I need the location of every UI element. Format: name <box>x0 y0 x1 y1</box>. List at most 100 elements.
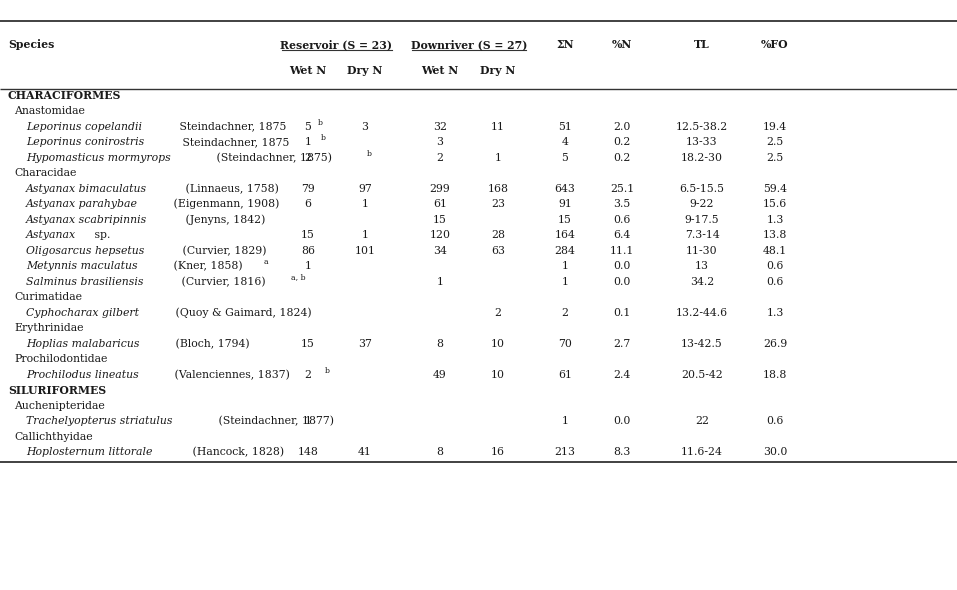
Text: 0.6: 0.6 <box>767 277 784 287</box>
Text: 11.6-24: 11.6-24 <box>681 447 723 457</box>
Text: Astyanax: Astyanax <box>26 230 77 240</box>
Text: (Valenciennes, 1837): (Valenciennes, 1837) <box>171 369 290 380</box>
Text: Astyanax scabripinnis: Astyanax scabripinnis <box>26 215 147 225</box>
Text: Prochilodontidae: Prochilodontidae <box>14 354 107 364</box>
Text: 1: 1 <box>362 230 368 240</box>
Text: 34: 34 <box>434 245 447 255</box>
Text: 13-33: 13-33 <box>686 137 718 147</box>
Text: 2.4: 2.4 <box>613 369 631 379</box>
Text: 643: 643 <box>554 183 575 194</box>
Text: Hoplosternum littorale: Hoplosternum littorale <box>26 447 152 457</box>
Text: 0.6: 0.6 <box>613 215 631 225</box>
Text: 8.3: 8.3 <box>613 447 631 457</box>
Text: (Steindachner, 1877): (Steindachner, 1877) <box>215 416 334 426</box>
Text: (Quoy & Gaimard, 1824): (Quoy & Gaimard, 1824) <box>172 307 311 318</box>
Text: Erythrinidae: Erythrinidae <box>14 323 83 333</box>
Text: Downriver (S = 27): Downriver (S = 27) <box>411 39 527 50</box>
Text: 1: 1 <box>304 416 311 426</box>
Text: 32: 32 <box>433 122 447 132</box>
Text: (Jenyns, 1842): (Jenyns, 1842) <box>183 214 266 225</box>
Text: 13-42.5: 13-42.5 <box>681 339 723 349</box>
Text: 70: 70 <box>558 339 572 349</box>
Text: 1.3: 1.3 <box>767 307 784 317</box>
Text: 91: 91 <box>558 199 572 209</box>
Text: 6.5-15.5: 6.5-15.5 <box>679 183 724 194</box>
Text: 34.2: 34.2 <box>690 277 714 287</box>
Text: 13.8: 13.8 <box>763 230 788 240</box>
Text: 1: 1 <box>304 261 311 271</box>
Text: 5: 5 <box>304 122 311 132</box>
Text: %N: %N <box>612 39 633 50</box>
Text: 2: 2 <box>436 153 443 163</box>
Text: 0.6: 0.6 <box>767 416 784 426</box>
Text: 0.6: 0.6 <box>767 261 784 271</box>
Text: (Curvier, 1829): (Curvier, 1829) <box>179 245 266 255</box>
Text: 9-17.5: 9-17.5 <box>684 215 720 225</box>
Text: 101: 101 <box>354 245 375 255</box>
Text: 51: 51 <box>558 122 572 132</box>
Text: TL: TL <box>694 39 710 50</box>
Text: 0.0: 0.0 <box>613 277 631 287</box>
Text: 4: 4 <box>562 137 568 147</box>
Text: Steindachner, 1875: Steindachner, 1875 <box>176 122 286 132</box>
Text: 11.1: 11.1 <box>610 245 634 255</box>
Text: 20.5-42: 20.5-42 <box>681 369 723 379</box>
Text: 0.0: 0.0 <box>613 261 631 271</box>
Text: 12.5-38.2: 12.5-38.2 <box>676 122 728 132</box>
Text: 2: 2 <box>304 153 311 163</box>
Text: (Curvier, 1816): (Curvier, 1816) <box>178 276 265 287</box>
Text: 284: 284 <box>554 245 575 255</box>
Text: Wet N: Wet N <box>421 65 458 76</box>
Text: 0.0: 0.0 <box>613 416 631 426</box>
Text: 86: 86 <box>301 245 315 255</box>
Text: 26.9: 26.9 <box>763 339 787 349</box>
Text: 0.2: 0.2 <box>613 153 631 163</box>
Text: 13: 13 <box>695 261 709 271</box>
Text: b: b <box>321 134 326 142</box>
Text: 11: 11 <box>491 122 505 132</box>
Text: Metynnis maculatus: Metynnis maculatus <box>26 261 138 271</box>
Text: Cyphocharax gilbert: Cyphocharax gilbert <box>26 307 139 317</box>
Text: 164: 164 <box>554 230 575 240</box>
Text: 61: 61 <box>558 369 572 379</box>
Text: 213: 213 <box>554 447 575 457</box>
Text: 3.5: 3.5 <box>613 199 631 209</box>
Text: b: b <box>324 366 330 375</box>
Text: 1: 1 <box>304 137 311 147</box>
Text: Prochilodus lineatus: Prochilodus lineatus <box>26 369 139 379</box>
Text: 2: 2 <box>304 369 311 379</box>
Text: b: b <box>367 150 371 158</box>
Text: Leporinus copelandii: Leporinus copelandii <box>26 122 142 132</box>
Text: Dry N: Dry N <box>480 65 516 76</box>
Text: 2.5: 2.5 <box>767 153 784 163</box>
Text: a, b: a, b <box>291 274 305 281</box>
Text: Salminus brasiliensis: Salminus brasiliensis <box>26 277 144 287</box>
Text: Astyanax bimaculatus: Astyanax bimaculatus <box>26 183 147 194</box>
Text: Callichthyidae: Callichthyidae <box>14 431 93 441</box>
Text: Steindachner, 1875: Steindachner, 1875 <box>179 137 289 147</box>
Text: Characidae: Characidae <box>14 168 77 178</box>
Text: 79: 79 <box>301 183 315 194</box>
Text: 299: 299 <box>430 183 451 194</box>
Text: Astyanax parahybae: Astyanax parahybae <box>26 199 138 209</box>
Text: 2: 2 <box>495 307 501 317</box>
Text: 49: 49 <box>434 369 447 379</box>
Text: 0.1: 0.1 <box>613 307 631 317</box>
Text: 63: 63 <box>491 245 505 255</box>
Text: 18.8: 18.8 <box>763 369 788 379</box>
Text: sp.: sp. <box>91 230 110 240</box>
Text: 168: 168 <box>487 183 508 194</box>
Text: 6: 6 <box>304 199 311 209</box>
Text: 8: 8 <box>436 339 443 349</box>
Text: ΣN: ΣN <box>556 39 574 50</box>
Text: Oligosarcus hepsetus: Oligosarcus hepsetus <box>26 245 145 255</box>
Text: Dry N: Dry N <box>347 65 383 76</box>
Text: 2: 2 <box>562 307 568 317</box>
Text: 1.3: 1.3 <box>767 215 784 225</box>
Text: 97: 97 <box>358 183 372 194</box>
Text: 10: 10 <box>491 339 505 349</box>
Text: Hoplias malabaricus: Hoplias malabaricus <box>26 339 140 349</box>
Text: Leporinus conirostris: Leporinus conirostris <box>26 137 145 147</box>
Text: 2.5: 2.5 <box>767 137 784 147</box>
Text: 48.1: 48.1 <box>763 245 787 255</box>
